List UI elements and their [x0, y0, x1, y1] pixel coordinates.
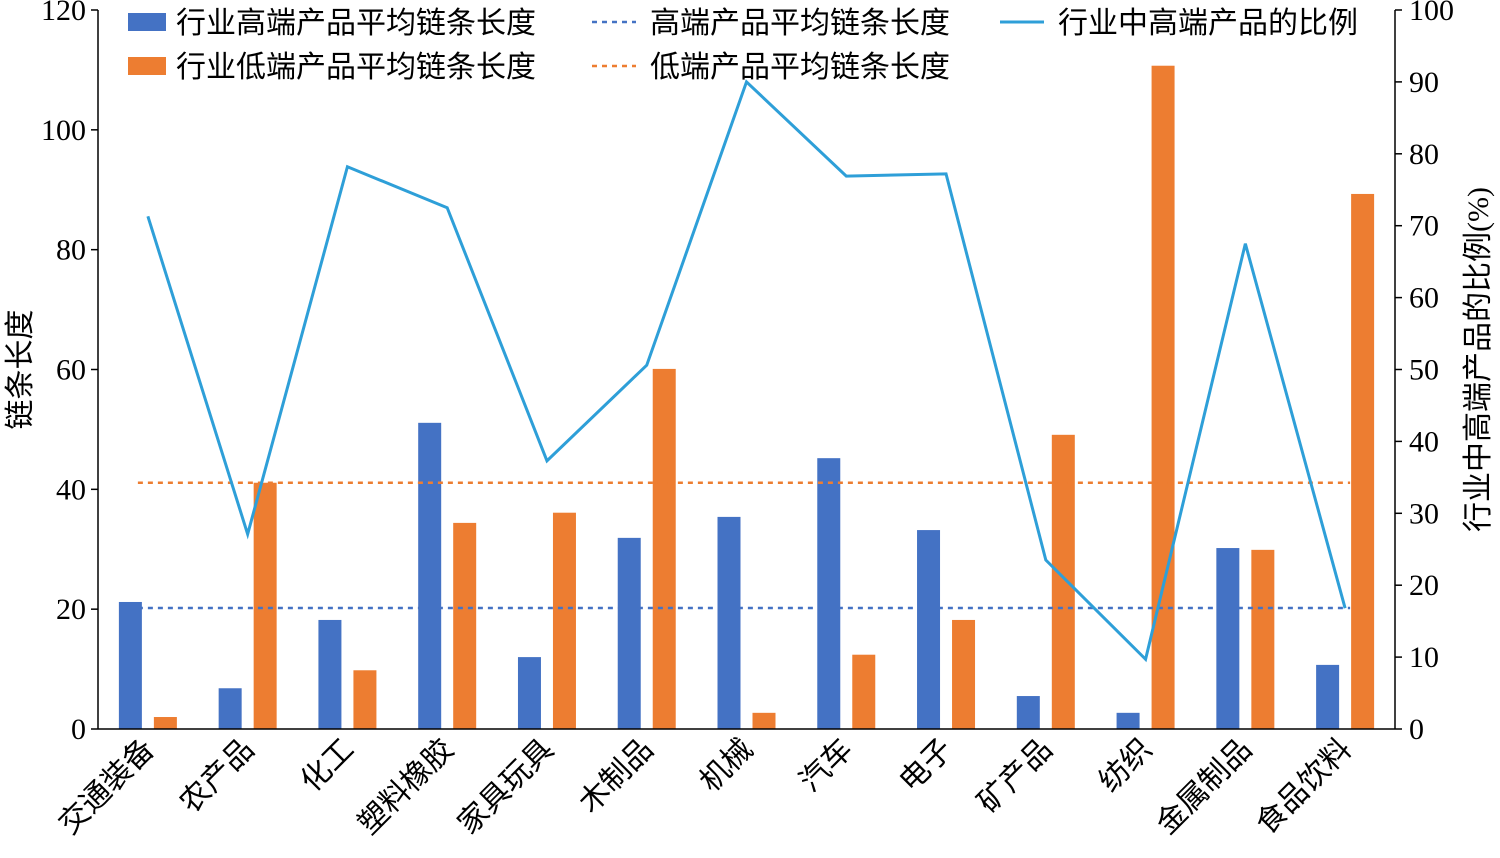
x-tick-label: 木制品 — [573, 733, 660, 820]
bar-high — [817, 458, 841, 729]
x-tick-label: 汽车 — [793, 733, 859, 799]
y2-tick-label: 20 — [1409, 569, 1439, 602]
y-tick-label: 120 — [41, 0, 86, 27]
y-tick-label: 0 — [71, 713, 86, 746]
bar-high — [717, 516, 741, 729]
y2-tick-label: 40 — [1409, 425, 1439, 458]
legend-label: 行业低端产品平均链条长度 — [176, 51, 536, 84]
bar-low — [1151, 65, 1175, 729]
bar-low — [852, 654, 876, 729]
y2-tick-label: 100 — [1409, 0, 1454, 27]
x-tick-label: 塑料橡胶 — [352, 733, 460, 841]
bar-high — [418, 422, 442, 729]
bar-high — [218, 688, 242, 729]
x-tick-label: 电子 — [893, 733, 959, 799]
y2-tick-label: 50 — [1409, 354, 1439, 387]
bar-low — [1251, 549, 1275, 729]
bar-low — [253, 482, 277, 729]
y-axis-label: 链条长度 — [4, 310, 37, 430]
bar-low — [752, 712, 776, 729]
bar-high — [1116, 712, 1140, 729]
y2-tick-label: 10 — [1409, 641, 1439, 674]
x-tick-label: 纺织 — [1093, 733, 1159, 799]
x-tick-label: 金属制品 — [1150, 733, 1258, 841]
y2-tick-label: 0 — [1409, 713, 1424, 746]
bar-high — [917, 530, 941, 729]
y-tick-label: 40 — [56, 473, 86, 506]
bar-low — [353, 670, 377, 729]
y2-axis-label: 行业中高端产品的比例(%) — [1462, 187, 1495, 532]
x-tick-label: 机械 — [694, 733, 760, 799]
x-tick-label: 食品饮料 — [1250, 733, 1358, 841]
bar-low — [652, 368, 676, 729]
y-tick-label: 80 — [56, 234, 86, 267]
bar-high — [1316, 664, 1340, 729]
legend-swatch — [128, 13, 166, 31]
bar-low — [453, 522, 477, 729]
bar-high — [617, 537, 641, 729]
y-tick-label: 20 — [56, 593, 86, 626]
y2-tick-label: 30 — [1409, 497, 1439, 530]
bar-high — [318, 619, 342, 729]
y-tick-label: 100 — [41, 114, 86, 147]
bar-low — [1051, 434, 1075, 729]
x-tick-label: 化工 — [295, 733, 361, 799]
bar-high — [1016, 696, 1040, 729]
legend-label: 低端产品平均链条长度 — [650, 51, 950, 84]
x-tick-label: 交通装备 — [53, 733, 161, 841]
y-tick-label: 60 — [56, 354, 86, 387]
x-tick-label: 农产品 — [174, 733, 261, 820]
y2-tick-label: 80 — [1409, 138, 1439, 171]
bar-low — [1351, 193, 1375, 730]
y2-tick-label: 70 — [1409, 210, 1439, 243]
x-tick-label: 家具玩具 — [452, 733, 560, 841]
bar-low — [153, 717, 177, 729]
bar-high — [1216, 548, 1240, 729]
legend-swatch — [128, 57, 166, 75]
y2-tick-label: 60 — [1409, 282, 1439, 315]
bar-high — [118, 601, 142, 729]
legend-label: 行业高端产品平均链条长度 — [176, 7, 536, 40]
legend-label: 高端产品平均链条长度 — [650, 7, 950, 40]
x-tick-label: 矿产品 — [972, 733, 1059, 820]
legend-label: 行业中高端产品的比例 — [1058, 7, 1358, 40]
y2-tick-label: 90 — [1409, 66, 1439, 99]
bar-low — [952, 619, 976, 729]
bar-high — [517, 657, 541, 729]
bar-low — [552, 512, 576, 729]
